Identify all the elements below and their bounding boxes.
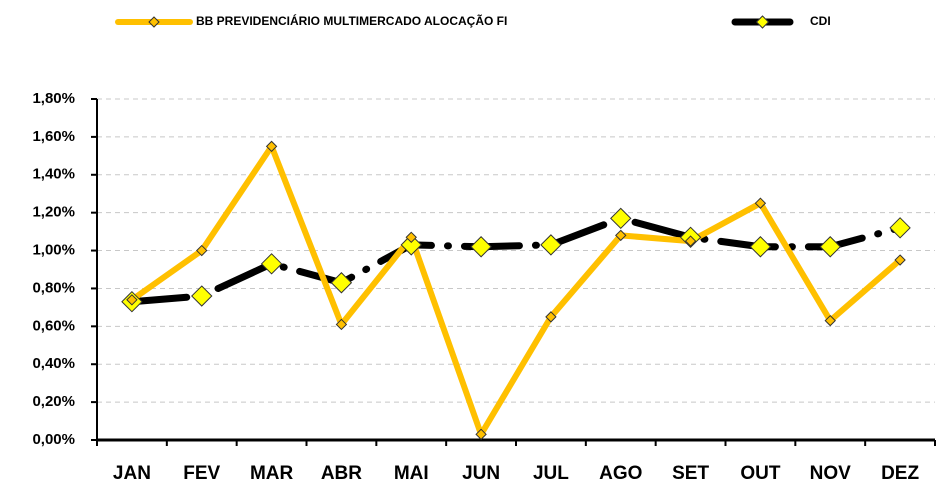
marker: [475, 428, 487, 441]
x-tick-label: JUN: [462, 463, 500, 484]
x-tick-label: OUT: [740, 463, 781, 484]
y-tick-label: 0,20%: [32, 393, 75, 410]
marker: [610, 207, 632, 230]
marker: [615, 229, 627, 242]
x-tick-label: JAN: [113, 463, 151, 484]
marker: [684, 235, 697, 247]
marker: [545, 311, 557, 323]
legend-marker: [755, 15, 770, 29]
marker: [749, 236, 772, 258]
legend-label: CDI: [810, 14, 831, 28]
x-tick-label: SET: [672, 463, 709, 484]
marker: [196, 244, 208, 257]
y-tick-label: 0,00%: [32, 431, 75, 448]
x-tick-label: JUL: [533, 463, 569, 484]
x-tick-label: ABR: [321, 463, 362, 484]
y-tick-label: 1,00%: [32, 242, 75, 259]
marker: [894, 254, 906, 266]
y-tick-label: 0,60%: [32, 317, 75, 334]
y-tick-label: 1,80%: [32, 90, 75, 107]
x-tick-label: AGO: [599, 463, 642, 484]
series-line: [128, 214, 904, 306]
marker: [405, 231, 417, 244]
marker: [400, 234, 422, 256]
x-tick-label: FEV: [183, 463, 220, 484]
y-tick-label: 1,60%: [32, 128, 75, 145]
y-tick-label: 1,20%: [32, 204, 75, 221]
x-tick-label: DEZ: [881, 463, 919, 484]
marker: [191, 285, 213, 307]
x-tick-label: MAR: [250, 463, 294, 484]
y-tick-label: 0,80%: [32, 279, 75, 296]
marker: [335, 318, 348, 331]
marker: [889, 217, 911, 239]
marker: [330, 272, 353, 294]
marker: [260, 253, 283, 275]
marker: [126, 294, 138, 306]
marker: [470, 236, 492, 258]
marker: [754, 197, 767, 209]
x-tick-label: NOV: [810, 463, 852, 484]
marker: [819, 236, 841, 258]
legend-marker: [148, 16, 160, 28]
x-tick-label: MAI: [394, 463, 429, 484]
legend-label: BB PREVIDENCIÁRIO MULTIMERCADO ALOCAÇÃO …: [196, 13, 507, 28]
marker: [824, 314, 836, 327]
y-tick-label: 0,40%: [32, 355, 75, 372]
y-tick-label: 1,40%: [32, 166, 75, 183]
marker: [265, 140, 278, 153]
marker: [540, 234, 562, 256]
series-line: [128, 143, 904, 438]
